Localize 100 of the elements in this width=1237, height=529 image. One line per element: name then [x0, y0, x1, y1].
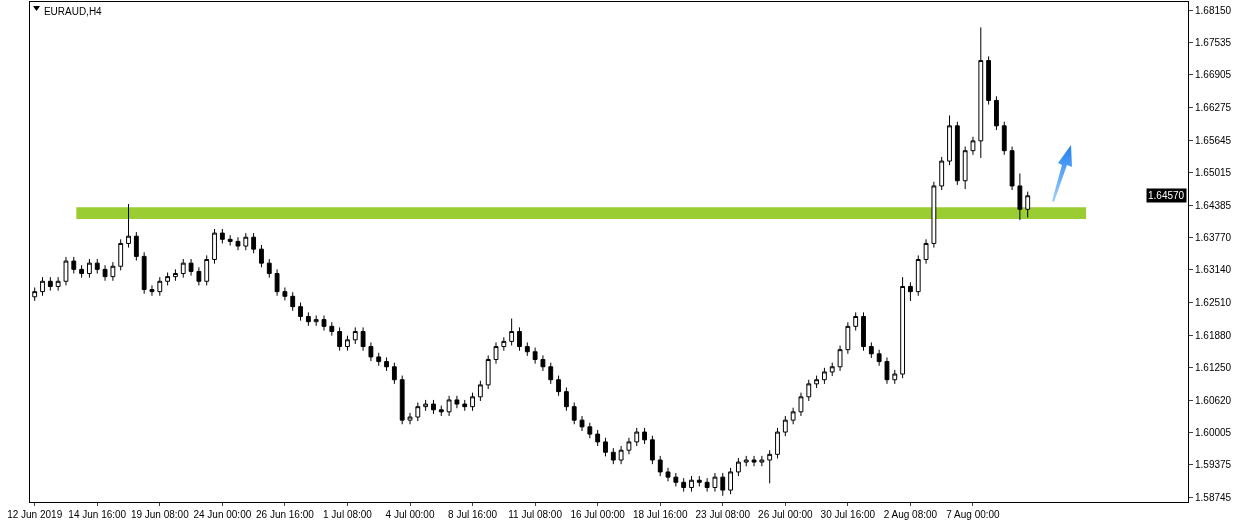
candlestick — [540, 354, 546, 372]
candlestick — [978, 26, 984, 159]
candlestick — [485, 354, 491, 390]
candlestick — [94, 258, 100, 274]
candlestick — [141, 251, 147, 295]
candlestick — [970, 136, 976, 156]
candlestick — [665, 467, 671, 482]
candlestick — [126, 203, 131, 249]
candlestick — [204, 254, 210, 286]
candlestick — [915, 254, 921, 297]
candlestick — [157, 276, 163, 297]
candlestick — [532, 347, 538, 365]
candlestick — [274, 268, 280, 297]
candlestick — [321, 314, 327, 331]
y-tick-label: 1.62510 — [1195, 297, 1232, 309]
candlestick — [571, 402, 577, 425]
x-tick-label: 26 Jul 00:00 — [758, 509, 813, 520]
x-tick-label: 11 Jul 08:00 — [508, 509, 563, 520]
candlestick — [892, 369, 898, 385]
candlestick — [1025, 191, 1031, 219]
candlestick — [1009, 146, 1015, 191]
x-tick-label: 19 Jun 08:00 — [130, 509, 190, 520]
x-tick-label: 30 Jul 16:00 — [820, 509, 876, 520]
candlestick — [735, 457, 741, 477]
x-tick-label: 24 Jun 00:00 — [193, 509, 252, 520]
candlestick — [165, 271, 171, 286]
candlestick — [243, 232, 249, 251]
candlestick — [251, 232, 257, 254]
candlestick — [579, 415, 585, 432]
candlestick — [509, 318, 515, 347]
candlestick — [798, 392, 804, 417]
x-tick-label: 1 Jul 08:00 — [322, 509, 373, 520]
candlestick — [470, 392, 475, 412]
candlestick — [642, 427, 647, 445]
x-tick-label: 26 Jun 16:00 — [255, 509, 315, 520]
candlestick — [32, 286, 38, 302]
candlestick — [931, 181, 937, 249]
y-tick-label: 1.65015 — [1195, 167, 1232, 179]
candlestick — [884, 356, 890, 385]
candlestick — [110, 261, 116, 282]
candlestick — [845, 321, 851, 355]
candlestick — [180, 258, 186, 279]
candlestick — [587, 422, 593, 439]
chart-title: EURAUD,H4 — [43, 5, 103, 17]
candlestick — [986, 55, 992, 106]
candlestick — [149, 284, 155, 297]
candlestick — [610, 447, 616, 465]
candlestick — [939, 156, 945, 191]
candlestick — [962, 146, 968, 190]
candlestick — [360, 326, 366, 352]
candlestick — [212, 228, 217, 265]
candlestick — [118, 238, 124, 271]
candlestick — [87, 258, 92, 279]
candlestick — [548, 362, 554, 385]
candlestick — [853, 311, 859, 331]
candlestick — [391, 362, 397, 385]
y-tick-label: 1.67535 — [1195, 36, 1232, 48]
candlestick — [305, 311, 311, 327]
candlestick — [290, 291, 296, 312]
candlestick — [790, 407, 796, 425]
y-tick-label: 1.64385 — [1195, 199, 1232, 211]
y-tick-label: 1.66905 — [1195, 69, 1232, 81]
x-tick-label: 16 Jul 00:00 — [570, 509, 626, 520]
candlestick — [196, 266, 202, 286]
candlestick — [399, 375, 405, 425]
candlestick — [728, 467, 733, 495]
y-tick-label: 1.60620 — [1195, 394, 1232, 406]
y-tick-label: 1.61250 — [1195, 362, 1232, 374]
candlestick — [368, 341, 374, 362]
candlestick — [595, 429, 601, 447]
candlestick — [751, 455, 757, 467]
candlestick — [563, 386, 569, 412]
y-tick-label: 1.58745 — [1195, 492, 1232, 504]
candlestick — [227, 234, 233, 247]
candlestick — [415, 402, 421, 422]
candlestick — [40, 276, 45, 297]
candlestick — [720, 472, 726, 497]
candlestick — [782, 415, 788, 437]
candlestick — [71, 256, 77, 274]
y-tick-label: 1.60005 — [1195, 426, 1232, 438]
candlestick — [266, 258, 272, 279]
candlestick — [259, 244, 264, 268]
candlestick — [806, 379, 812, 402]
candlestick — [407, 412, 413, 425]
annotation: 1.64570 — [1148, 190, 1185, 201]
candlestick — [657, 455, 663, 477]
candlestick — [235, 236, 241, 251]
candlestick — [908, 281, 913, 302]
candlestick — [345, 335, 350, 352]
candlestick — [868, 341, 874, 359]
candlestick — [337, 326, 343, 352]
candlestick — [173, 268, 178, 282]
y-tick-label: 1.59375 — [1195, 459, 1232, 471]
candlestick — [900, 276, 906, 379]
candlestick — [954, 121, 960, 186]
candlestick — [603, 437, 608, 457]
candlestick — [626, 437, 632, 455]
candlestick — [376, 352, 382, 367]
x-tick-label: 14 Jun 16:00 — [68, 509, 127, 520]
candlestick — [329, 321, 335, 337]
